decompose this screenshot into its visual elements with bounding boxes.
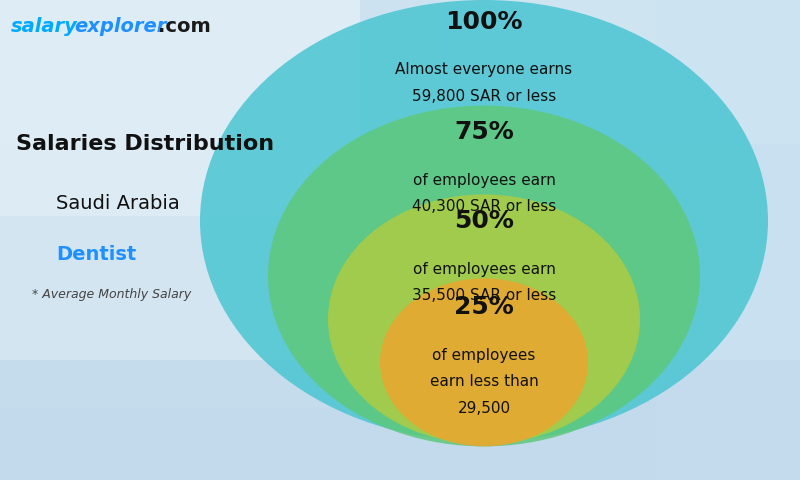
Bar — [440, 0, 800, 144]
Text: Saudi Arabia: Saudi Arabia — [56, 194, 180, 214]
Bar — [656, 0, 800, 480]
Text: Dentist: Dentist — [56, 245, 136, 264]
Text: Almost everyone earns: Almost everyone earns — [395, 62, 573, 77]
Text: 25%: 25% — [454, 295, 514, 319]
Text: 29,500: 29,500 — [458, 401, 510, 416]
Text: 100%: 100% — [446, 10, 522, 34]
Text: * Average Monthly Salary: * Average Monthly Salary — [32, 288, 191, 301]
Ellipse shape — [200, 0, 768, 442]
Text: 75%: 75% — [454, 120, 514, 144]
Ellipse shape — [268, 106, 700, 446]
Text: 59,800 SAR or less: 59,800 SAR or less — [412, 89, 556, 104]
Text: 40,300 SAR or less: 40,300 SAR or less — [412, 199, 556, 214]
Text: earn less than: earn less than — [430, 374, 538, 389]
Ellipse shape — [380, 278, 588, 446]
Text: .com: .com — [158, 17, 211, 36]
Text: 35,500 SAR or less: 35,500 SAR or less — [412, 288, 556, 303]
Text: 50%: 50% — [454, 209, 514, 233]
Bar — [0, 360, 800, 480]
Ellipse shape — [328, 194, 640, 444]
Text: of employees earn: of employees earn — [413, 173, 555, 188]
Bar — [0, 0, 360, 216]
Text: salary: salary — [10, 17, 78, 36]
Text: explorer: explorer — [74, 17, 166, 36]
Text: of employees: of employees — [432, 348, 536, 363]
Text: Salaries Distribution: Salaries Distribution — [16, 134, 274, 155]
Text: of employees earn: of employees earn — [413, 262, 555, 276]
Bar — [0, 144, 336, 408]
